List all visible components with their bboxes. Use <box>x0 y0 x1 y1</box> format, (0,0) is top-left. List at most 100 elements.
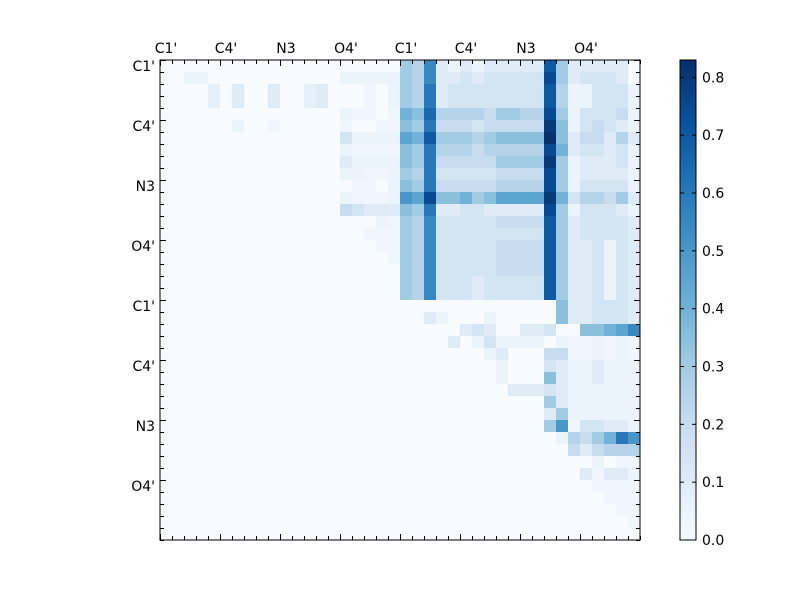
heatmap-cell <box>280 420 293 433</box>
heatmap-cell <box>592 132 605 145</box>
heatmap-cell <box>508 252 521 265</box>
heatmap-cell <box>628 144 641 157</box>
heatmap-cell <box>208 288 221 301</box>
heatmap-cell <box>184 204 197 217</box>
heatmap-cell <box>376 96 389 109</box>
heatmap-cell <box>472 132 485 145</box>
heatmap-cell <box>160 288 173 301</box>
heatmap-cell <box>304 228 317 241</box>
heatmap-cell <box>376 192 389 205</box>
heatmap-cell <box>532 252 545 265</box>
heatmap-cell <box>532 144 545 157</box>
heatmap-cell <box>544 396 557 409</box>
heatmap-cell <box>340 180 353 193</box>
heatmap-cell <box>328 444 341 457</box>
heatmap-cell <box>268 300 281 313</box>
heatmap-cell <box>496 492 509 505</box>
heatmap-cell <box>580 516 593 529</box>
heatmap-cell <box>244 312 257 325</box>
heatmap-cell <box>328 240 341 253</box>
heatmap-cell <box>604 84 617 97</box>
heatmap-cell <box>172 276 185 289</box>
heatmap-cell <box>256 480 269 493</box>
heatmap-cell <box>544 216 557 229</box>
heatmap-cell <box>280 444 293 457</box>
heatmap-cell <box>592 156 605 169</box>
heatmap-cell <box>484 144 497 157</box>
heatmap-cell <box>472 336 485 349</box>
heatmap-cell <box>508 84 521 97</box>
heatmap-cell <box>496 216 509 229</box>
heatmap-cell <box>520 504 533 517</box>
heatmap-cell <box>556 228 569 241</box>
heatmap-cell <box>484 192 497 205</box>
heatmap-cell <box>376 276 389 289</box>
heatmap-cell <box>400 228 413 241</box>
heatmap-cell <box>160 468 173 481</box>
heatmap-cell <box>544 372 557 385</box>
heatmap-cell <box>292 180 305 193</box>
heatmap-cell <box>220 168 233 181</box>
heatmap-cell <box>544 168 557 181</box>
heatmap-cell <box>364 300 377 313</box>
heatmap-cell <box>316 348 329 361</box>
heatmap-cell <box>292 216 305 229</box>
heatmap-cell <box>448 372 461 385</box>
heatmap-cell <box>340 372 353 385</box>
heatmap-cell <box>184 288 197 301</box>
heatmap-cell <box>184 240 197 253</box>
heatmap-cell <box>436 324 449 337</box>
heatmap-cell <box>340 240 353 253</box>
heatmap-cell <box>388 144 401 157</box>
heatmap-cell <box>520 492 533 505</box>
heatmap-cell <box>400 300 413 313</box>
heatmap-cell <box>472 276 485 289</box>
heatmap-cell <box>376 408 389 421</box>
heatmap-cell <box>580 360 593 373</box>
heatmap-cell <box>520 120 533 133</box>
heatmap-cell <box>376 312 389 325</box>
heatmap-cell <box>172 492 185 505</box>
heatmap-cell <box>280 492 293 505</box>
heatmap-cell <box>628 192 641 205</box>
heatmap-cell <box>544 120 557 133</box>
heatmap-cell <box>340 528 353 541</box>
heatmap-cell <box>256 504 269 517</box>
heatmap-cell <box>568 60 581 73</box>
heatmap-cell <box>268 312 281 325</box>
heatmap-cell <box>460 156 473 169</box>
heatmap-cell <box>244 372 257 385</box>
heatmap-cell <box>172 228 185 241</box>
heatmap-cell <box>292 480 305 493</box>
heatmap-cell <box>448 492 461 505</box>
heatmap-cell <box>532 288 545 301</box>
heatmap-cell <box>484 348 497 361</box>
heatmap-cell <box>460 264 473 277</box>
heatmap-cell <box>520 384 533 397</box>
heatmap-cell <box>448 144 461 157</box>
heatmap-cell <box>244 228 257 241</box>
heatmap-cell <box>220 84 233 97</box>
heatmap-cell <box>400 108 413 121</box>
heatmap-cell <box>328 144 341 157</box>
heatmap-cell <box>280 60 293 73</box>
heatmap-cell <box>400 324 413 337</box>
heatmap-cell <box>580 444 593 457</box>
heatmap-cell <box>628 384 641 397</box>
heatmap-cell <box>244 144 257 157</box>
heatmap-cell <box>172 396 185 409</box>
heatmap-cell <box>508 492 521 505</box>
heatmap-cell <box>292 432 305 445</box>
heatmap-cell <box>160 144 173 157</box>
heatmap-cell <box>208 72 221 85</box>
heatmap-cell <box>544 276 557 289</box>
heatmap-cell <box>184 72 197 85</box>
heatmap-cell <box>208 516 221 529</box>
heatmap-cell <box>196 324 209 337</box>
heatmap-cell <box>412 156 425 169</box>
heatmap-cell <box>292 108 305 121</box>
heatmap-cell <box>328 228 341 241</box>
heatmap-cell <box>364 384 377 397</box>
heatmap-cell <box>184 372 197 385</box>
